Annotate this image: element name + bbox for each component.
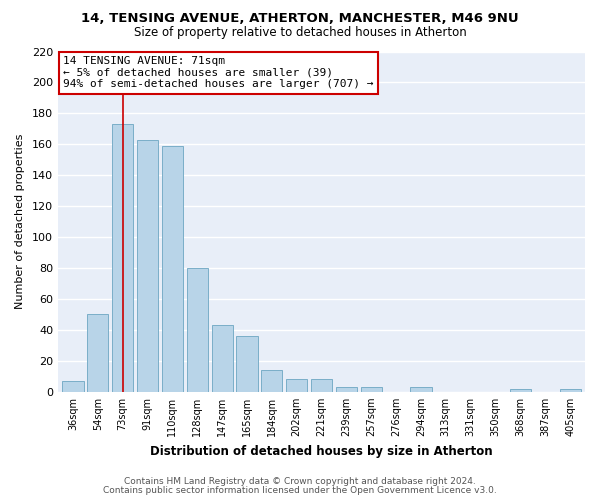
X-axis label: Distribution of detached houses by size in Atherton: Distribution of detached houses by size … — [150, 444, 493, 458]
Bar — [62, 381, 83, 392]
Bar — [236, 336, 257, 392]
Bar — [410, 387, 431, 392]
Text: Size of property relative to detached houses in Atherton: Size of property relative to detached ho… — [134, 26, 466, 39]
Bar — [560, 388, 581, 392]
Bar — [212, 326, 233, 392]
Text: Contains public sector information licensed under the Open Government Licence v3: Contains public sector information licen… — [103, 486, 497, 495]
Bar — [336, 387, 357, 392]
Y-axis label: Number of detached properties: Number of detached properties — [15, 134, 25, 310]
Bar — [286, 380, 307, 392]
Bar — [361, 387, 382, 392]
Bar — [187, 268, 208, 392]
Bar — [137, 140, 158, 392]
Bar — [510, 388, 531, 392]
Text: 14, TENSING AVENUE, ATHERTON, MANCHESTER, M46 9NU: 14, TENSING AVENUE, ATHERTON, MANCHESTER… — [81, 12, 519, 26]
Text: 14 TENSING AVENUE: 71sqm
← 5% of detached houses are smaller (39)
94% of semi-de: 14 TENSING AVENUE: 71sqm ← 5% of detache… — [63, 56, 374, 90]
Text: Contains HM Land Registry data © Crown copyright and database right 2024.: Contains HM Land Registry data © Crown c… — [124, 477, 476, 486]
Bar — [162, 146, 183, 392]
Bar — [261, 370, 283, 392]
Bar — [112, 124, 133, 392]
Bar — [87, 314, 109, 392]
Bar — [311, 380, 332, 392]
